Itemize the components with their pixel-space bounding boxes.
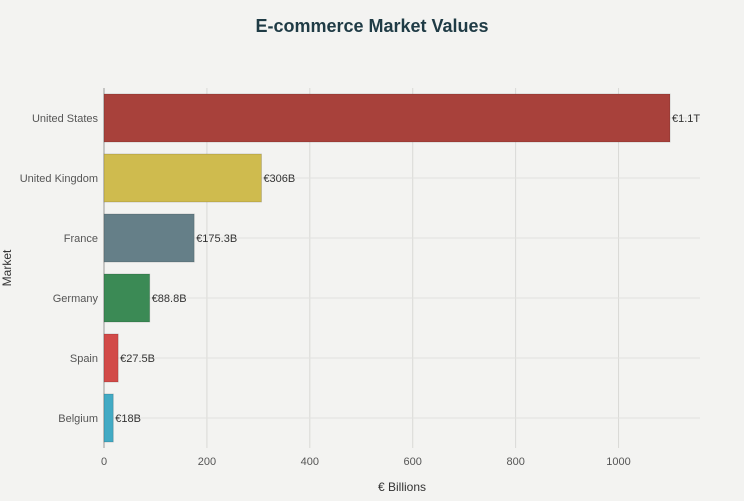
data-label: €88.8B bbox=[152, 293, 187, 305]
x-tick-label: 400 bbox=[301, 456, 319, 468]
bar-france bbox=[103, 213, 195, 263]
bar-belgium bbox=[103, 393, 114, 443]
y-tick-label: France bbox=[64, 233, 98, 245]
data-label: €27.5B bbox=[120, 353, 155, 365]
bar-germany bbox=[103, 273, 151, 323]
y-tick-label: Germany bbox=[53, 293, 99, 305]
data-label: €18B bbox=[115, 413, 141, 425]
x-tick-label: 800 bbox=[506, 456, 524, 468]
y-tick-label: United States bbox=[32, 113, 99, 125]
chart-title: E-commerce Market Values bbox=[255, 16, 489, 36]
y-tick-label: Belgium bbox=[58, 413, 98, 425]
bar-spain bbox=[103, 333, 119, 383]
data-label: €306B bbox=[263, 173, 295, 185]
bar-united-kingdom bbox=[103, 153, 262, 203]
data-label: €1.1T bbox=[672, 113, 700, 125]
x-tick-label: 0 bbox=[101, 456, 107, 468]
y-tick-label: United Kingdom bbox=[20, 173, 98, 185]
y-axis-title: Market bbox=[0, 249, 14, 286]
y-tick-label: Spain bbox=[70, 353, 98, 365]
x-axis-title: € Billions bbox=[378, 480, 426, 494]
x-tick-label: 600 bbox=[404, 456, 422, 468]
data-label: €175.3B bbox=[196, 233, 237, 245]
x-tick-label: 200 bbox=[198, 456, 216, 468]
bar-united-states bbox=[103, 93, 671, 143]
x-tick-label: 1000 bbox=[606, 456, 630, 468]
